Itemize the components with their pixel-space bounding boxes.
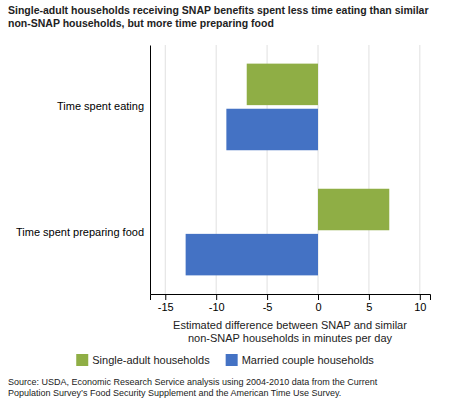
x-tick: 5: [366, 294, 372, 313]
legend-label: Married couple households: [242, 354, 375, 366]
x-axis-title: Estimated difference between SNAP and si…: [173, 319, 407, 344]
chart: Single-adult households receiving SNAP b…: [0, 0, 450, 401]
legend-label: Single-adult households: [92, 354, 210, 366]
text-line: Population Survey’s Food Security Supple…: [8, 388, 341, 398]
y-tick-label: Time spent eating: [57, 100, 144, 112]
bar: [247, 64, 318, 106]
text-line: non-SNAP households, but more time prepa…: [8, 17, 274, 29]
y-axis: Time spent eating Time spent preparing fo…: [16, 46, 151, 295]
x-tick-mark: [216, 294, 217, 300]
y-tick: Time spent preparing food: [16, 226, 150, 238]
y-axis-line: [150, 46, 151, 295]
grid-line: [165, 45, 166, 294]
grid-line: [368, 45, 369, 294]
text-line: Estimated difference between SNAP and si…: [173, 319, 407, 331]
x-tick: 0: [315, 294, 321, 313]
x-tick-mark: [267, 294, 268, 300]
text-line: Single-adult households receiving SNAP b…: [8, 4, 429, 16]
bar: [318, 189, 389, 231]
legend-swatch: [226, 354, 238, 366]
bars: [186, 64, 390, 276]
x-tick-label: -15: [158, 301, 174, 313]
x-axis-line: [151, 295, 431, 301]
title: Single-adult households receiving SNAP b…: [8, 4, 429, 29]
x-tick-label: -10: [209, 301, 225, 313]
legend-swatch: [76, 354, 88, 366]
text-line: non-SNAP households in minutes per day: [188, 332, 393, 344]
legend-item: Single-adult households: [76, 354, 210, 366]
source-note: Source: USDA, Economic Research Service …: [8, 377, 378, 398]
x-tick-label: 0: [315, 301, 321, 313]
x-tick-label: 10: [414, 301, 426, 313]
x-tick: 10: [414, 294, 426, 313]
x-tick: -5: [263, 294, 273, 313]
x-tick-mark: [318, 294, 319, 300]
x-axis: -15 -10 -5 0 5 10: [151, 294, 431, 313]
x-tick-mark: [420, 294, 421, 300]
y-tick: Time spent eating: [57, 100, 150, 112]
bar: [226, 109, 318, 151]
x-tick-mark: [369, 294, 370, 300]
legend: Single-adult households Married couple ho…: [76, 354, 374, 366]
legend-item: Married couple households: [226, 354, 375, 366]
grid-line: [419, 45, 420, 294]
x-tick: -15: [158, 294, 174, 313]
x-tick: -10: [209, 294, 225, 313]
x-tick-mark: [165, 294, 166, 300]
grid: [165, 45, 420, 294]
y-tick-label: Time spent preparing food: [16, 226, 144, 238]
x-tick-label: -5: [263, 301, 273, 313]
x-tick-label: 5: [366, 301, 372, 313]
bar: [186, 234, 318, 276]
text-line: Source: USDA, Economic Research Service …: [8, 377, 378, 387]
